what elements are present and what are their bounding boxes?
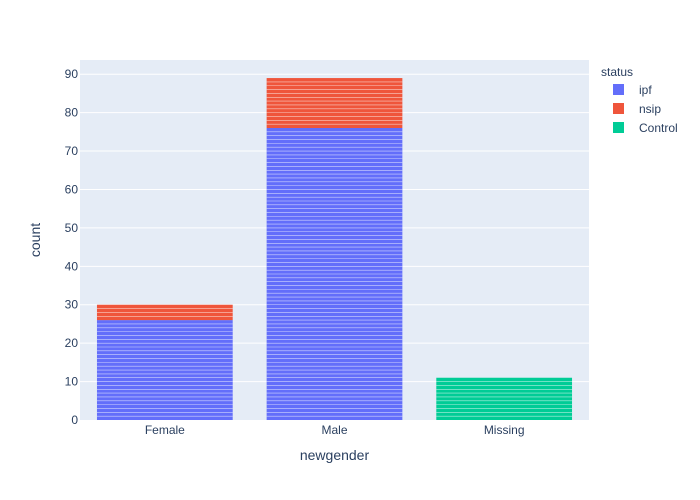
y-tick-label: 40 xyxy=(65,259,79,273)
legend-title: status xyxy=(601,65,633,79)
y-axis-ticks: 0 10 20 30 40 50 60 70 80 90 xyxy=(65,67,79,427)
x-axis-title: newgender xyxy=(300,447,370,463)
legend-swatch-control xyxy=(613,122,624,133)
x-tick-label: Male xyxy=(321,423,347,437)
y-axis-title: count xyxy=(27,223,43,257)
x-axis-ticks: Female Male Missing xyxy=(145,423,525,437)
y-tick-label: 20 xyxy=(65,336,79,350)
bars xyxy=(96,78,573,420)
y-tick-label: 10 xyxy=(65,375,79,389)
y-tick-label: 0 xyxy=(71,413,78,427)
x-tick-label: Female xyxy=(145,423,185,437)
bar-control-missing xyxy=(436,377,573,420)
bar-nsip-male xyxy=(266,78,403,129)
legend: status ipf nsip Control xyxy=(601,65,678,135)
legend-swatch-nsip xyxy=(613,103,624,114)
y-tick-label: 70 xyxy=(65,144,79,158)
legend-item-control: Control xyxy=(639,121,678,135)
y-tick-label: 30 xyxy=(65,298,79,312)
x-tick-label: Missing xyxy=(484,423,525,437)
y-tick-label: 80 xyxy=(65,106,79,120)
legend-swatch-ipf xyxy=(613,84,624,95)
y-tick-label: 60 xyxy=(65,182,79,196)
legend-item-ipf: ipf xyxy=(639,83,652,97)
y-tick-label: 90 xyxy=(65,67,79,81)
y-tick-label: 50 xyxy=(65,221,79,235)
legend-item-nsip: nsip xyxy=(639,102,661,116)
